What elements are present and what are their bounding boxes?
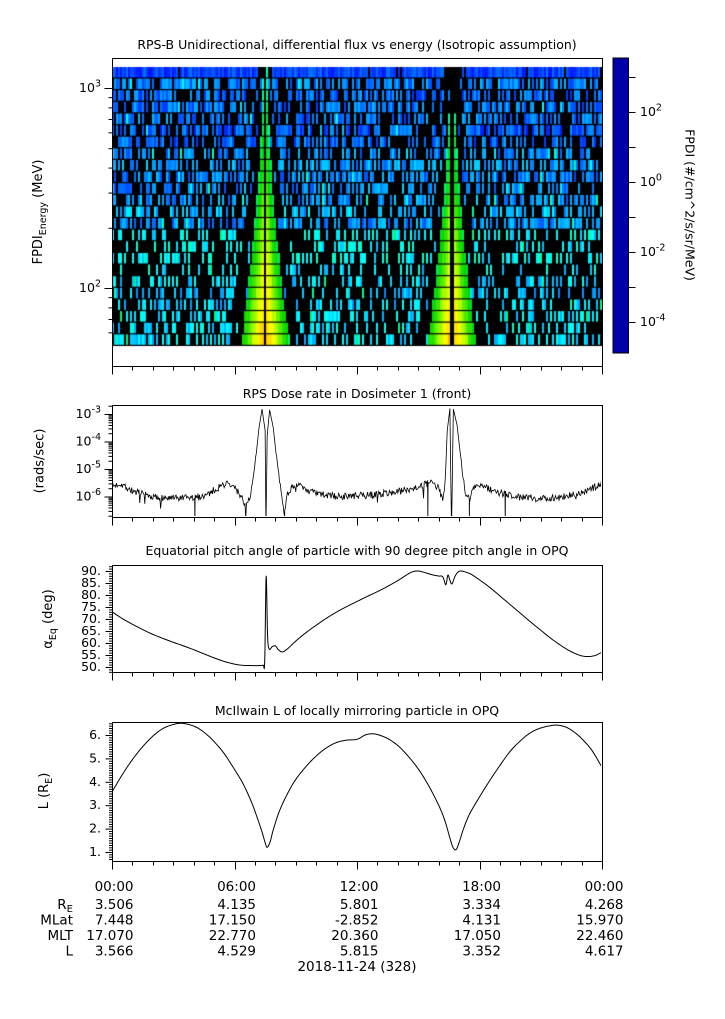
ephemeris-value: 20.360 <box>331 928 378 944</box>
tick-label: 80. <box>81 587 101 602</box>
log-tick-label: 103 <box>79 79 101 96</box>
colorbar: 102 100 10-2 10-4 <box>612 57 665 354</box>
time-tick-label: 00:00 <box>95 879 134 895</box>
ephemeris-row-label: L <box>65 944 73 960</box>
ephemeris-table: 00:00 06:00 12:00 18:00 00:00 RE 3.506 4.135 5.8… <box>40 879 623 975</box>
ephemeris-value: 17.050 <box>454 928 501 944</box>
y-axis-tick-labels: 103 102 10-3 10-4 10-5 10-6 90.85.80.75.70.65.… <box>76 79 101 860</box>
log-tick-label: 10-6 <box>76 487 101 504</box>
tick-label: 2. <box>89 821 101 836</box>
ephemeris-value: 3.352 <box>462 944 501 960</box>
pitch-angle-curve <box>113 570 601 670</box>
tick-label: 50. <box>81 659 101 674</box>
ephemeris-value: 3.506 <box>95 897 134 913</box>
time-tick-label: 06:00 <box>217 879 256 895</box>
ephemeris-value: 4.135 <box>217 897 256 913</box>
ephemeris-value: 4.617 <box>585 944 624 960</box>
ephemeris-value: 4.131 <box>462 913 501 929</box>
tick-label: 85. <box>81 575 101 590</box>
ephemeris-value: 3.334 <box>462 897 501 913</box>
title-pitch-angle: Equatorial pitch angle of particle with … <box>145 543 569 558</box>
ephemeris-row-label: RE <box>57 897 73 915</box>
ephemeris-value: 7.448 <box>95 913 134 929</box>
title-spectrogram: RPS-B Unidirectional, differential flux … <box>137 37 577 52</box>
ephemeris-value: 22.770 <box>209 928 256 944</box>
title-l-shell: McIlwain L of locally mirroring particle… <box>214 703 500 718</box>
frame-lshell <box>112 722 603 862</box>
tick-label: 1. <box>89 844 101 859</box>
frame-spectrogram <box>112 58 603 367</box>
log-tick-label: 10-4 <box>76 432 101 449</box>
ephemeris-value: 4.529 <box>217 944 256 960</box>
ephemeris-row-label: MLat <box>40 913 73 929</box>
time-tick-label: 18:00 <box>462 879 501 895</box>
ephemeris-value: -2.852 <box>335 913 379 929</box>
log-tick-label: 100 <box>640 173 662 190</box>
time-tick-label: 12:00 <box>340 879 379 895</box>
l-shell-curve <box>113 723 601 851</box>
x-axis-ticks <box>112 366 603 870</box>
spectrogram-canvas <box>112 58 602 366</box>
log-tick-label: 102 <box>640 103 662 120</box>
log-tick-label: 10-3 <box>76 405 101 422</box>
frame-pitch <box>112 565 603 673</box>
tick-label: 4. <box>89 774 101 789</box>
ephemeris-value: 4.268 <box>585 897 624 913</box>
panel-frames <box>112 58 603 862</box>
tick-label: 5. <box>89 750 101 765</box>
title-dose-rate: RPS Dose rate in Dosimeter 1 (front) <box>242 386 472 401</box>
tick-label: 90. <box>81 563 101 578</box>
time-tick-label: 00:00 <box>585 879 624 895</box>
ephemeris-value: 17.070 <box>86 928 133 944</box>
ephemeris-value: 17.150 <box>209 913 256 929</box>
ephemeris-row-label: MLT <box>47 928 73 944</box>
tick-label: 65. <box>81 623 101 638</box>
y-axis-ticks <box>104 88 113 861</box>
tick-label: 3. <box>89 797 101 812</box>
ephemeris-value: 3.566 <box>95 944 134 960</box>
tick-label: 6. <box>89 727 101 742</box>
log-tick-label: 10-5 <box>76 460 101 477</box>
tick-label: 70. <box>81 611 101 626</box>
dose-rate-curve <box>113 408 601 516</box>
colorbar-gradient <box>612 57 629 354</box>
ephemeris-value: 5.801 <box>340 897 379 913</box>
ephemeris-value: 22.460 <box>576 928 623 944</box>
ephemeris-value: 15.970 <box>576 913 623 929</box>
log-tick-label: 10-4 <box>640 313 665 330</box>
frame-dose <box>112 405 603 518</box>
tick-label: 55. <box>81 647 101 662</box>
date-label: 2018-11-24 (328) <box>297 959 416 975</box>
log-tick-label: 102 <box>79 279 101 296</box>
tick-label: 60. <box>81 635 101 650</box>
ephemeris-value: 5.815 <box>340 944 379 960</box>
log-tick-label: 10-2 <box>640 243 665 260</box>
tick-label: 75. <box>81 599 101 614</box>
